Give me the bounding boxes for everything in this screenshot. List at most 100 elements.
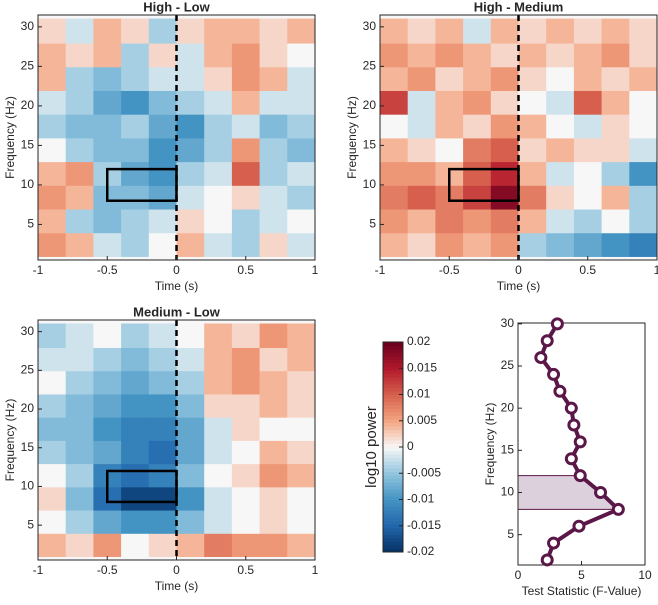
heatmap-cell bbox=[65, 323, 94, 348]
heatmap-cell bbox=[490, 208, 519, 234]
x-tick-label: -0.5 bbox=[439, 263, 460, 277]
heatmap-cell bbox=[38, 509, 67, 534]
heatmap-cell bbox=[121, 42, 150, 68]
heatmap-cell bbox=[380, 184, 409, 210]
colorbar-swatch bbox=[383, 405, 403, 409]
heatmap-cell bbox=[176, 393, 205, 418]
heatmap-cell bbox=[204, 486, 233, 511]
heatmap-cell bbox=[287, 160, 316, 186]
heatmap-cell bbox=[176, 346, 205, 372]
heatmap-cell bbox=[231, 416, 261, 441]
colorbar-swatch bbox=[383, 377, 403, 381]
x-tick-label: -0.5 bbox=[97, 563, 118, 577]
colorbar-swatch bbox=[383, 436, 403, 441]
heatmap-cell bbox=[573, 18, 603, 44]
heatmap-cell bbox=[121, 532, 150, 558]
heatmap-cell bbox=[518, 160, 547, 186]
data-point bbox=[547, 367, 561, 381]
colorbar-swatch bbox=[383, 373, 403, 378]
data-point bbox=[573, 469, 587, 483]
heatmap-cell bbox=[287, 346, 316, 372]
colorbar-swatch bbox=[383, 520, 403, 525]
heatmap-cell bbox=[148, 89, 177, 115]
heatmap-cell bbox=[148, 231, 177, 257]
heatmap-cell bbox=[231, 160, 261, 186]
data-point bbox=[564, 452, 578, 466]
heatmap-cell bbox=[259, 184, 288, 210]
heatmap-cell bbox=[601, 160, 630, 186]
colorbar-tick-label: 0.01 bbox=[407, 387, 431, 401]
heatmap-cell bbox=[148, 509, 177, 534]
heatmap-cell bbox=[490, 18, 519, 44]
heatmap-cell bbox=[601, 65, 630, 91]
y-tick-label: 30 bbox=[363, 19, 377, 33]
heatmap-cell bbox=[601, 113, 630, 139]
y-tick-label: 5 bbox=[27, 217, 34, 231]
x-tick-label: 1 bbox=[312, 263, 319, 277]
colorbar-swatch bbox=[383, 370, 403, 374]
heatmap-cell bbox=[148, 184, 177, 210]
colorbar-swatch bbox=[383, 541, 403, 546]
heatmap-cell bbox=[176, 89, 205, 115]
x-tick-label: -1 bbox=[375, 263, 386, 277]
data-point bbox=[540, 553, 554, 567]
heatmap-cell bbox=[380, 208, 409, 234]
y-tick-label: 10 bbox=[21, 479, 35, 493]
heatmap-cell bbox=[463, 89, 492, 115]
colorbar-swatch bbox=[383, 345, 403, 350]
heatmap-cell bbox=[601, 208, 630, 234]
heatmap-cell bbox=[435, 89, 464, 115]
heatmap-cell bbox=[259, 113, 288, 139]
y-tick-label: 25 bbox=[21, 59, 35, 73]
colorbar-swatch bbox=[383, 524, 403, 528]
heatmap-cell bbox=[231, 509, 261, 534]
heatmap-cell bbox=[287, 89, 316, 115]
heatmap-cell bbox=[259, 509, 288, 534]
y-tick-label: 5 bbox=[27, 517, 34, 531]
colorbar-tick-label: 0 bbox=[407, 439, 414, 453]
heatmap-cell bbox=[93, 18, 122, 44]
heatmap-cell bbox=[629, 65, 658, 91]
heatmap-cell bbox=[148, 346, 177, 372]
heatmap-cell bbox=[490, 137, 519, 163]
y-axis-label: Frequency (Hz) bbox=[345, 96, 359, 179]
colorbar-swatch bbox=[383, 352, 403, 357]
heatmap-cell bbox=[629, 231, 658, 257]
heatmap-cell bbox=[231, 18, 261, 44]
colorbar-tick-label: 0.02 bbox=[407, 334, 431, 348]
heatmap-cell bbox=[380, 89, 409, 115]
heatmap-cell bbox=[490, 160, 519, 186]
roi-box bbox=[106, 167, 178, 202]
heatmap-cell bbox=[231, 369, 261, 395]
heatmap-cell bbox=[490, 42, 519, 68]
y-axis-label: Frequency (Hz) bbox=[3, 399, 17, 482]
heatmap-cell bbox=[148, 532, 177, 558]
heatmap-cell bbox=[629, 184, 658, 210]
heatmap-cell bbox=[259, 369, 288, 395]
colorbar-swatch bbox=[383, 548, 403, 553]
data-point bbox=[553, 384, 567, 398]
heatmap-cell bbox=[259, 137, 288, 163]
heatmap-cell bbox=[204, 184, 233, 210]
heatmap-cell bbox=[65, 416, 94, 441]
heatmap-cell bbox=[259, 65, 288, 91]
heatmap-cell bbox=[546, 89, 575, 115]
heatmap-cell bbox=[287, 369, 316, 395]
x-axis-label: Time (s) bbox=[155, 279, 199, 293]
heatmap-cell bbox=[259, 231, 288, 257]
heatmap-cell bbox=[121, 369, 150, 395]
heatmap-cell bbox=[287, 113, 316, 139]
heatmap-cell bbox=[518, 65, 547, 91]
heatmap-cell bbox=[93, 323, 122, 348]
x-tick-label: 1 bbox=[654, 263, 658, 277]
heatmap-cell bbox=[380, 160, 409, 186]
x-axis-label: Time (s) bbox=[497, 279, 541, 293]
heatmap-cell bbox=[435, 18, 464, 44]
x-tick-label: 0 bbox=[515, 568, 522, 582]
heatmap-cell bbox=[121, 462, 150, 488]
heatmap-cell bbox=[121, 323, 150, 348]
heatmap-cell bbox=[148, 42, 177, 68]
colorbar-tick-label: -0.005 bbox=[407, 465, 441, 479]
heatmap-cell bbox=[435, 42, 464, 68]
data-point bbox=[572, 519, 586, 533]
